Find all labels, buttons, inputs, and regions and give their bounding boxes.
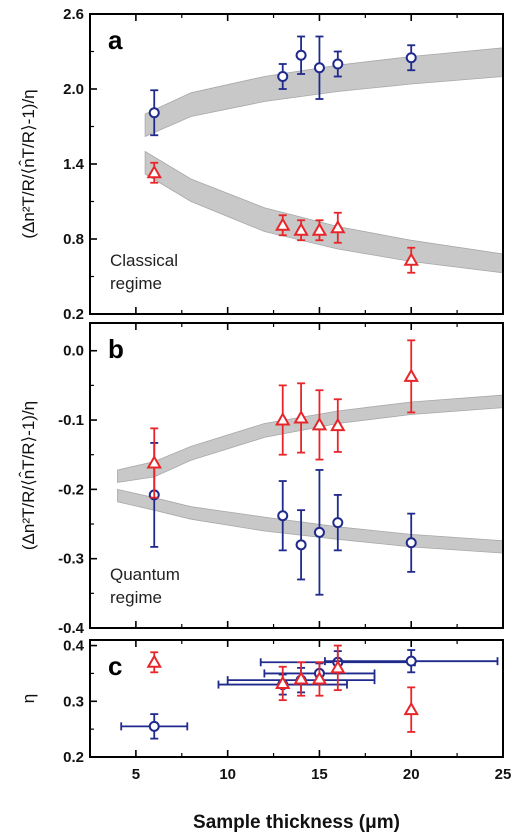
data-point-triangle [146,164,162,179]
data-point-circle [148,107,160,119]
panel-letter: a [108,25,123,55]
regime-annotation: Quantum [110,565,180,584]
data-point-triangle [275,675,291,689]
y-tick-label: 0.8 [63,231,84,248]
panel-frame [89,639,504,758]
data-point-triangle [403,701,419,716]
data-point-triangle [275,217,291,231]
theory-band-1 [117,488,504,554]
y-tick-label: 0.2 [63,306,84,323]
panel-letter: c [108,651,122,681]
y-tick-label: -0.1 [58,412,84,429]
y-tick-label: -0.2 [58,481,84,498]
x-tick-label: 5 [132,766,140,783]
panel-letter: b [108,334,124,364]
y-tick-label: 0.3 [63,693,84,710]
data-point-circle [313,526,325,538]
data-point-circle [295,49,307,61]
data-point-circle [332,58,344,70]
y-axis-label: (Δn²T/R/⟨n̂T/R⟩-1)/η [18,401,38,550]
y-axis-label: (Δn²T/R/⟨n̂T/R⟩-1)/η [18,89,38,238]
series-triangle [146,339,419,499]
y-tick-label: 0.0 [63,343,84,360]
data-point-circle [313,62,325,74]
data-point-triangle [293,409,309,424]
x-tick-label: 10 [219,766,236,783]
data-point-circle [332,517,344,529]
data-point-circle [405,655,417,667]
series-triangle [146,161,419,274]
series-triangle [146,644,419,733]
data-point-triangle [293,222,309,236]
y-tick-label: 0.2 [63,749,84,766]
data-point-triangle [311,222,328,236]
data-point-triangle [275,412,291,426]
regime-annotation: regime [110,588,162,607]
panel-a: 0.2 0.8 1.4 2.0 2.6 a (Δn²T/R/⟨n̂T/R⟩-1)/η Clas… [18,6,504,323]
data-point-triangle [293,670,309,685]
data-point-triangle [403,368,419,382]
data-point-circle [148,720,160,732]
data-point-circle [405,537,417,549]
x-tick-label: 20 [403,766,420,783]
data-point-circle [295,539,307,551]
data-point-triangle [311,416,328,431]
y-tick-label: 2.6 [63,6,84,23]
y-axis-label: η [19,694,38,703]
data-point-triangle [146,654,162,668]
panel-frame [89,322,504,629]
theory-band-0 [117,394,504,483]
series-circle [148,35,417,137]
x-tick-label: 25 [495,766,512,783]
data-point-triangle [403,252,419,266]
x-axis-label: Sample thickness (μm) [193,812,400,833]
x-tick-label: 15 [311,766,328,783]
panel-c: 0.2 0.3 0.4 c η 5 10 15 20 25 [19,638,511,783]
y-tick-label: -0.4 [58,620,85,637]
theory-band-0 [144,47,504,138]
data-point-triangle [146,455,162,469]
y-tick-label: 1.4 [63,156,85,173]
regime-annotation: Classical [110,251,178,270]
data-point-circle [277,510,289,522]
series-circle [120,649,499,740]
y-tick-label: 0.4 [63,638,85,655]
data-point-circle [277,71,289,82]
y-tick-label: 2.0 [63,81,84,98]
regime-annotation: regime [110,274,162,293]
theory-band-1 [144,150,504,274]
data-point-triangle [330,219,346,234]
data-point-triangle [330,659,346,674]
panel-b: -0.4 -0.3 -0.2 -0.1 0.0 b (Δn²T/R/⟨n̂T/R⟩-1)/η… [18,322,504,637]
y-tick-label: -0.3 [58,551,84,568]
data-point-triangle [330,417,346,432]
data-point-circle [405,52,417,64]
data-point-triangle [311,670,328,685]
